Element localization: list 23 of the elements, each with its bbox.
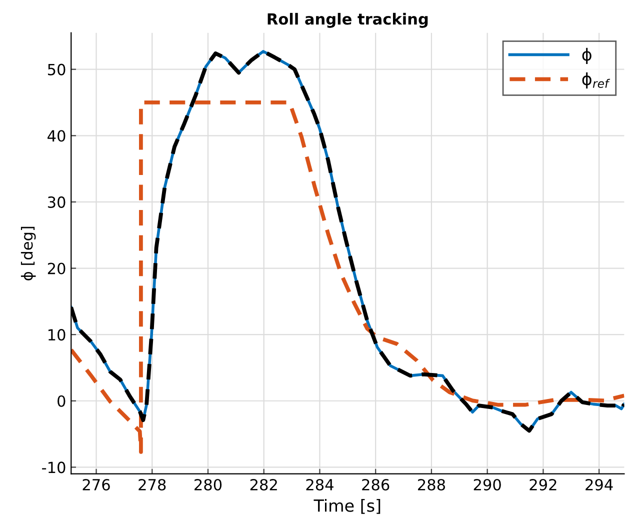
x-axis-title: Time [s] <box>314 499 380 514</box>
y-tick-label: 10 <box>48 329 66 341</box>
x-tick-label: 286 <box>362 478 390 491</box>
y-tick-label: -10 <box>42 462 66 474</box>
legend-label: ϕ$_{ref}$ <box>582 72 610 88</box>
x-tick-label: 294 <box>586 478 613 491</box>
x-tick-label: 280 <box>194 478 222 491</box>
y-axis-title: ϕ [deg] <box>20 226 36 280</box>
x-tick-label: 278 <box>138 478 166 491</box>
x-tick-label: 288 <box>418 478 445 491</box>
x-tick-label: 292 <box>530 478 556 491</box>
x-tick-label: 276 <box>82 478 110 491</box>
legend-label: ϕ <box>582 48 592 64</box>
chart-title: Roll angle tracking <box>268 12 428 28</box>
y-tick-label: 30 <box>48 196 66 208</box>
y-tick-label: 0 <box>58 395 66 407</box>
y-tick-label: 50 <box>48 64 66 76</box>
x-tick-label: 284 <box>306 478 334 491</box>
line-series <box>71 100 624 454</box>
y-tick-label: 20 <box>48 262 66 274</box>
x-tick-label: 282 <box>250 478 277 491</box>
x-tick-label: 290 <box>474 478 501 491</box>
y-tick-label: 40 <box>48 130 66 142</box>
